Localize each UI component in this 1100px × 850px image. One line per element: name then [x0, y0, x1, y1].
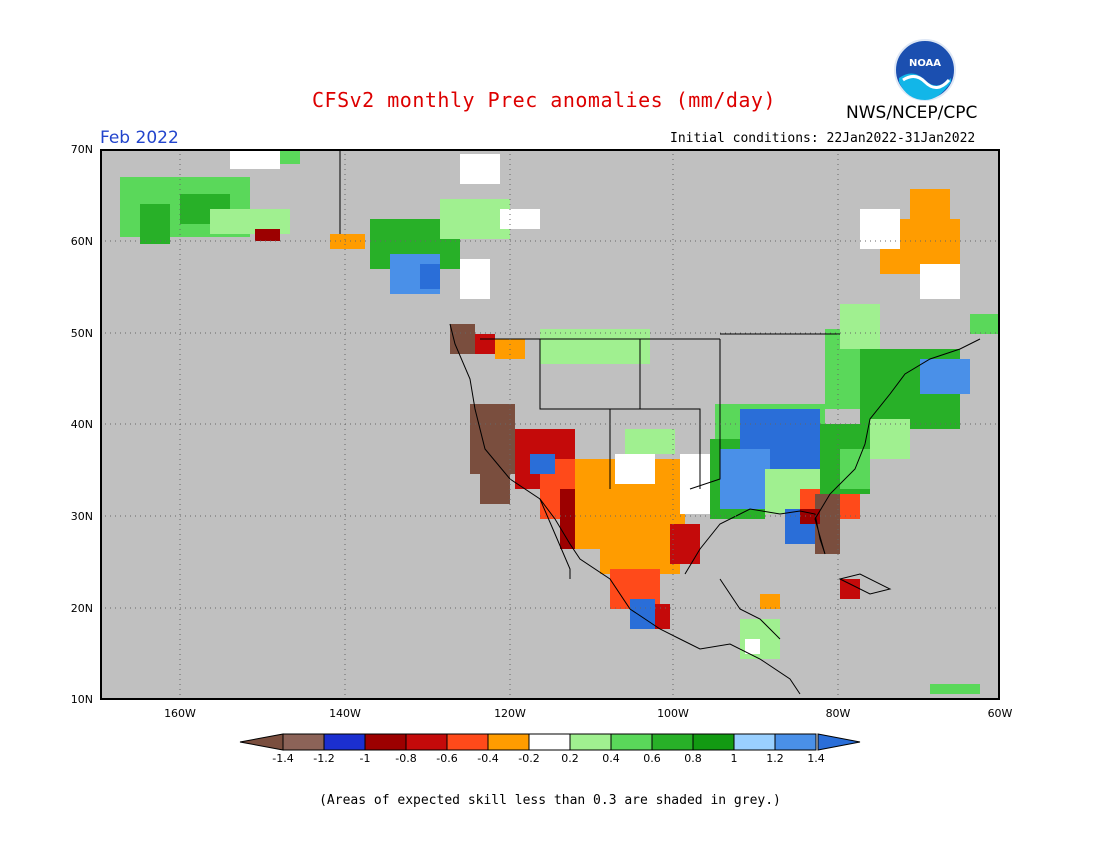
- lon-label-120w: 120W: [494, 707, 526, 720]
- lat-label-30n: 30N: [70, 510, 93, 523]
- colorbar-cell: [282, 733, 325, 751]
- colorbar-arrow-left: [239, 733, 284, 751]
- lat-label-70n: 70N: [70, 143, 93, 156]
- initial-conditions-label: Initial conditions: 22Jan2022-31Jan2022: [670, 131, 976, 146]
- coastlines: [339, 149, 981, 695]
- map-title: CFSv2 monthly Prec anomalies (mm/day): [0, 88, 1100, 112]
- lat-label-10n: 10N: [70, 693, 93, 706]
- colorbar-label: 0.2: [561, 752, 579, 765]
- colorbar-label: -1.2: [313, 752, 335, 765]
- lon-label-60w: 60W: [987, 707, 1013, 720]
- graticule: [100, 149, 1000, 700]
- target-month-label: Feb 2022: [100, 128, 179, 148]
- colorbar-label: 0.6: [643, 752, 661, 765]
- colorbar-label: -0.6: [436, 752, 458, 765]
- colorbar-label: 1: [730, 752, 738, 765]
- colorbar-label: 0.8: [684, 752, 702, 765]
- colorbar-cell: [692, 733, 735, 751]
- colorbar-label: 1.4: [807, 752, 825, 765]
- colorbar-cell: [610, 733, 653, 751]
- lat-label-20n: 20N: [70, 602, 93, 615]
- colorbar-cell: [446, 733, 489, 751]
- colorbar-label: 1.2: [766, 752, 784, 765]
- skill-footnote: (Areas of expected skill less than 0.3 a…: [319, 793, 781, 808]
- colorbar-cell: [323, 733, 366, 751]
- colorbar-cells: [282, 733, 817, 751]
- organization-label: NWS/NCEP/CPC: [846, 103, 978, 123]
- lon-label-80w: 80W: [825, 707, 851, 720]
- colorbar-cell: [487, 733, 530, 751]
- colorbar-label: -0.2: [518, 752, 540, 765]
- precip-anomaly-map: [100, 149, 1000, 700]
- colorbar-label: -1.4: [272, 752, 294, 765]
- colorbar-cell: [405, 733, 448, 751]
- lon-label-160w: 160W: [164, 707, 196, 720]
- lon-label-140w: 140W: [329, 707, 361, 720]
- map-frame: [100, 149, 1000, 700]
- lat-label-50n: 50N: [70, 327, 93, 340]
- colorbar: [239, 733, 861, 751]
- anomaly-patches: [120, 149, 1000, 694]
- map-title-text: CFSv2 monthly Prec anomalies (mm/day): [312, 88, 777, 112]
- noaa-logo-text: NOAA: [909, 58, 941, 69]
- colorbar-label: -0.8: [395, 752, 417, 765]
- lon-label-100w: 100W: [657, 707, 689, 720]
- colorbar-cell: [733, 733, 776, 751]
- colorbar-cell: [774, 733, 817, 751]
- colorbar-arrow-right: [817, 733, 861, 751]
- colorbar-label: -0.4: [477, 752, 499, 765]
- colorbar-cell: [528, 733, 571, 751]
- colorbar-label: -1: [359, 752, 371, 765]
- colorbar-cell: [569, 733, 612, 751]
- colorbar-label: 0.4: [602, 752, 620, 765]
- colorbar-cell: [651, 733, 694, 751]
- noaa-logo: NOAA: [894, 39, 956, 101]
- lat-label-60n: 60N: [70, 235, 93, 248]
- lat-label-40n: 40N: [70, 418, 93, 431]
- colorbar-cell: [364, 733, 407, 751]
